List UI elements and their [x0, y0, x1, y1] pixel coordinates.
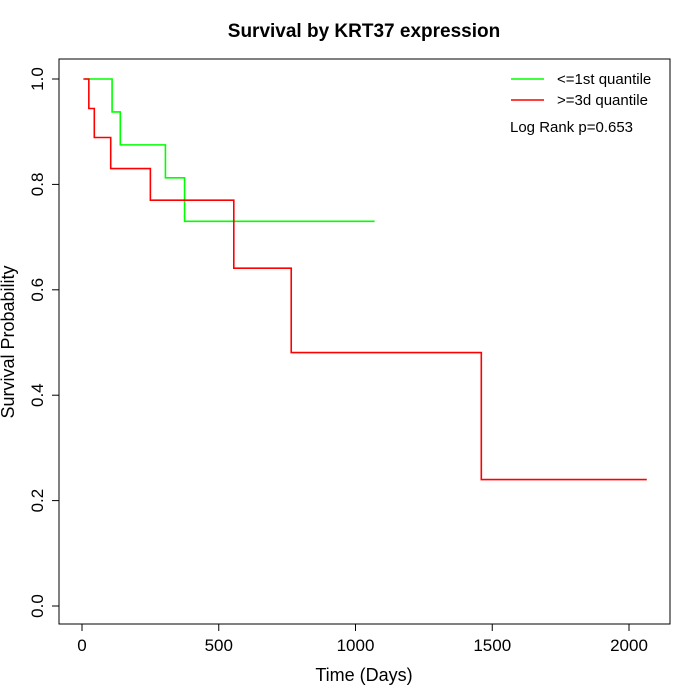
x-tick-label: 500: [205, 636, 233, 655]
y-tick-label: 0.4: [28, 383, 47, 407]
y-tick-label: 0.2: [28, 489, 47, 513]
x-tick-label: 1500: [473, 636, 511, 655]
x-tick-label: 1000: [337, 636, 375, 655]
x-tick-label: 0: [77, 636, 86, 655]
x-axis: 0 500 1000 1500 2000: [77, 623, 648, 655]
x-axis-label: Time (Days): [315, 665, 412, 685]
y-axis: 0.0 0.2 0.4 0.6 0.8 1.0: [28, 67, 60, 618]
y-axis-label: Survival Probability: [0, 265, 18, 418]
y-tick-label: 1.0: [28, 67, 47, 91]
x-tick-label: 2000: [610, 636, 648, 655]
y-tick-label: 0.0: [28, 594, 47, 618]
series-line-1: [83, 78, 647, 481]
legend: <=1st quantile >=3d quantile: [511, 71, 651, 109]
plot-frame: [58, 58, 671, 625]
y-tick-label: 0.6: [28, 278, 47, 302]
legend-label: >=3d quantile: [557, 92, 648, 109]
series-layer: [83, 78, 647, 481]
y-tick-label: 0.8: [28, 173, 47, 197]
log-rank-annotation: Log Rank p=0.653: [510, 119, 633, 136]
chart-title: Survival by KRT37 expression: [228, 21, 500, 42]
legend-label: <=1st quantile: [557, 71, 651, 88]
